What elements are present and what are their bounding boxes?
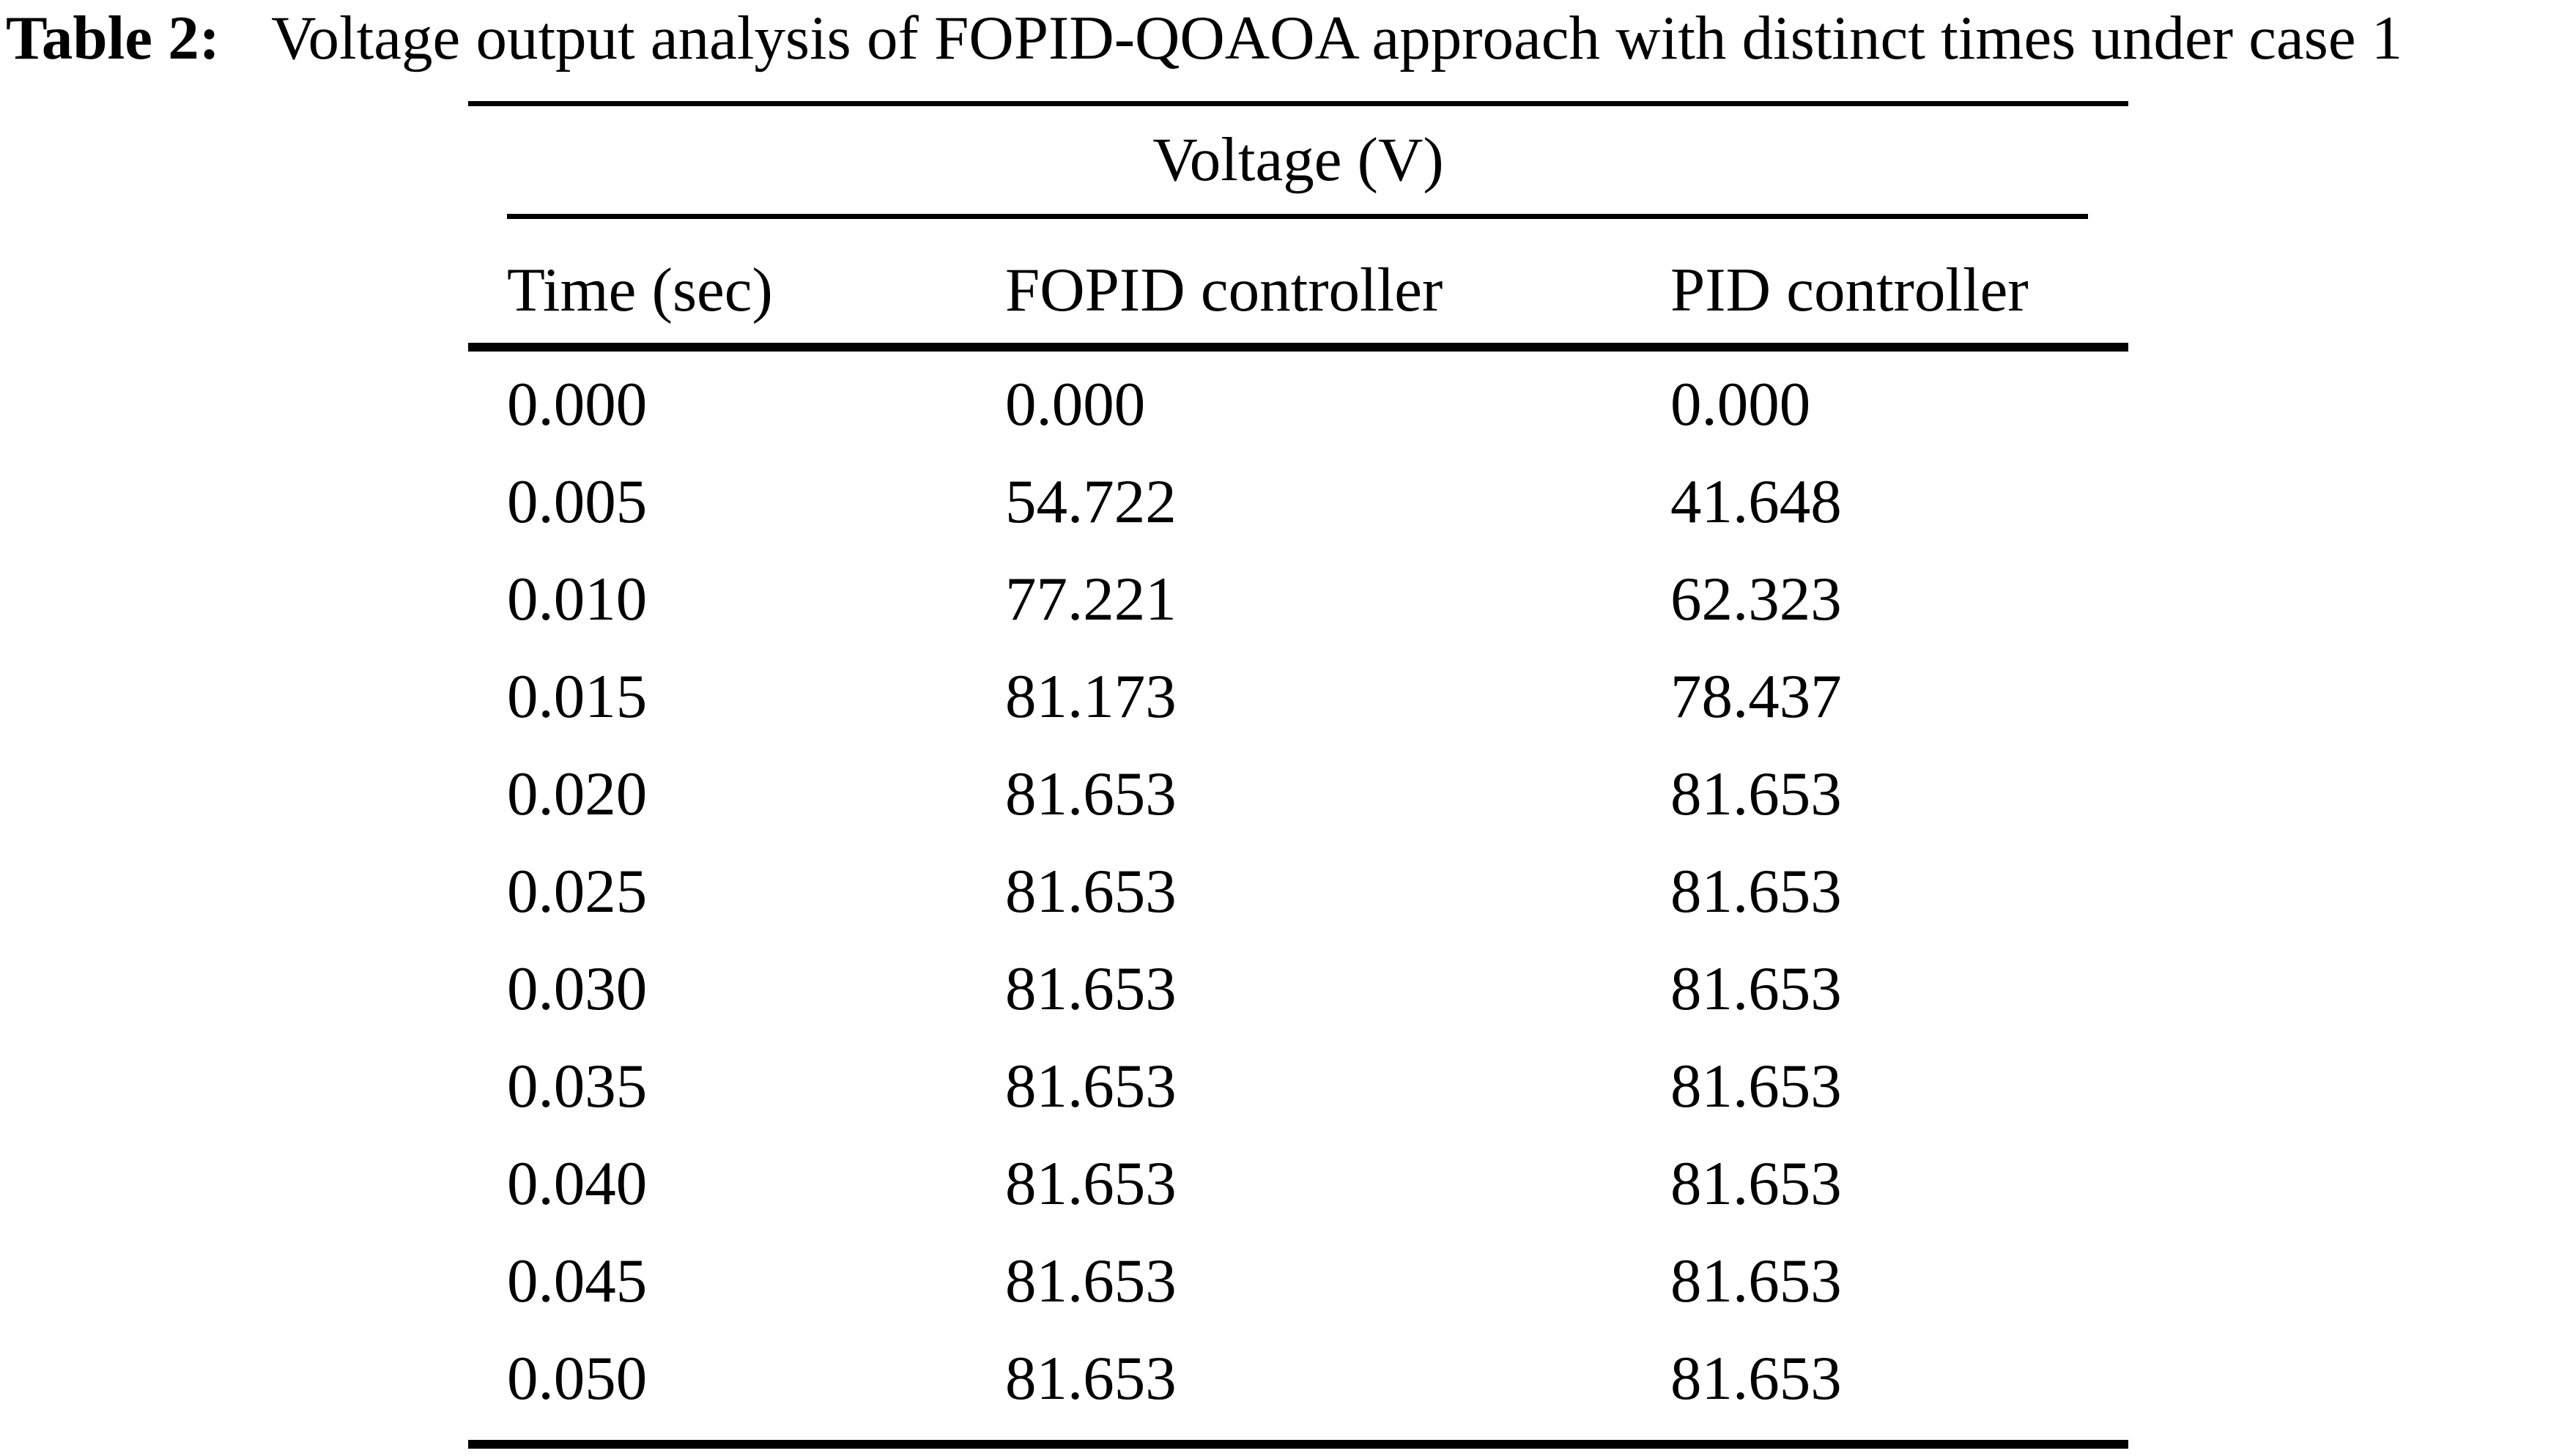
table-row: 0.050 81.653 81.653 bbox=[468, 1330, 2128, 1427]
table-cell: 81.653 bbox=[1670, 857, 1842, 926]
table-span-header: Voltage (V) bbox=[1152, 125, 1444, 194]
header-separator-rule bbox=[468, 343, 2128, 352]
table-cell: 81.173 bbox=[1005, 662, 1177, 731]
table-cell: 81.653 bbox=[1005, 857, 1177, 926]
table-row: 0.035 81.653 81.653 bbox=[468, 1038, 2128, 1135]
table-cell: 62.323 bbox=[1670, 565, 1842, 634]
table-cell: 81.653 bbox=[1670, 1344, 1842, 1413]
table-cell: 81.653 bbox=[1670, 954, 1842, 1023]
table-cell: 54.722 bbox=[1005, 467, 1177, 536]
table-top-rule bbox=[468, 101, 2128, 106]
table-cell: 81.653 bbox=[1670, 1052, 1842, 1121]
table-row: 0.000 0.000 0.000 bbox=[468, 356, 2128, 453]
table-cell: 0.040 bbox=[507, 1149, 648, 1218]
table-cell: 0.020 bbox=[507, 759, 648, 828]
table-caption-label: Table 2: bbox=[6, 4, 221, 73]
span-header-rule bbox=[507, 214, 2088, 219]
table-cell: 78.437 bbox=[1670, 662, 1842, 731]
table-row: 0.045 81.653 81.653 bbox=[468, 1233, 2128, 1330]
table-cell: 0.045 bbox=[507, 1247, 648, 1315]
table-caption-text: Voltage output analysis of FOPID-QOAOA a… bbox=[271, 4, 2403, 73]
table-cell: 81.653 bbox=[1670, 1247, 1842, 1315]
table-body: 0.000 0.000 0.000 0.005 54.722 41.648 0.010 77.… bbox=[468, 352, 2128, 1427]
table-cell: 77.221 bbox=[1005, 565, 1177, 634]
table-cell: 81.653 bbox=[1005, 1247, 1177, 1315]
table-header-row: Time (sec) FOPID controller PID controll… bbox=[468, 219, 2128, 343]
column-header-pid: PID controller bbox=[1670, 256, 2029, 324]
table-cell: 0.010 bbox=[507, 565, 648, 634]
table-cell: 0.030 bbox=[507, 954, 648, 1023]
column-header-time: Time (sec) bbox=[507, 256, 773, 324]
table-cell: 0.035 bbox=[507, 1052, 648, 1121]
table-row: 0.015 81.173 78.437 bbox=[468, 648, 2128, 746]
table-cell: 0.000 bbox=[1670, 370, 1811, 439]
table-cell: 41.648 bbox=[1670, 467, 1842, 536]
voltage-table: Voltage (V) Time (sec) FOPID controller … bbox=[468, 101, 2128, 1449]
table-caption: Table 2: Voltage output analysis of FOPID… bbox=[6, 1, 2570, 75]
table-row: 0.005 54.722 41.648 bbox=[468, 453, 2128, 551]
table-cell: 0.025 bbox=[507, 857, 648, 926]
table-row: 0.030 81.653 81.653 bbox=[468, 940, 2128, 1038]
table-row: 0.010 77.221 62.323 bbox=[468, 551, 2128, 648]
table-cell: 81.653 bbox=[1005, 1149, 1177, 1218]
table-bottom-rule bbox=[468, 1440, 2128, 1449]
table-cell: 0.005 bbox=[507, 467, 648, 536]
table-cell: 0.000 bbox=[507, 370, 648, 439]
table-cell: 81.653 bbox=[1670, 759, 1842, 828]
table-cell: 81.653 bbox=[1005, 759, 1177, 828]
table-cell: 81.653 bbox=[1005, 954, 1177, 1023]
table-cell: 0.015 bbox=[507, 662, 648, 731]
table-cell: 0.050 bbox=[507, 1344, 648, 1413]
table-row: 0.040 81.653 81.653 bbox=[468, 1135, 2128, 1233]
table-cell: 81.653 bbox=[1005, 1052, 1177, 1121]
table-cell: 81.653 bbox=[1005, 1344, 1177, 1413]
table-cell: 81.653 bbox=[1670, 1149, 1842, 1218]
table-row: 0.025 81.653 81.653 bbox=[468, 843, 2128, 940]
table-cell: 0.000 bbox=[1005, 370, 1146, 439]
table-row: 0.020 81.653 81.653 bbox=[468, 746, 2128, 843]
column-header-fopid: FOPID controller bbox=[1005, 256, 1443, 324]
